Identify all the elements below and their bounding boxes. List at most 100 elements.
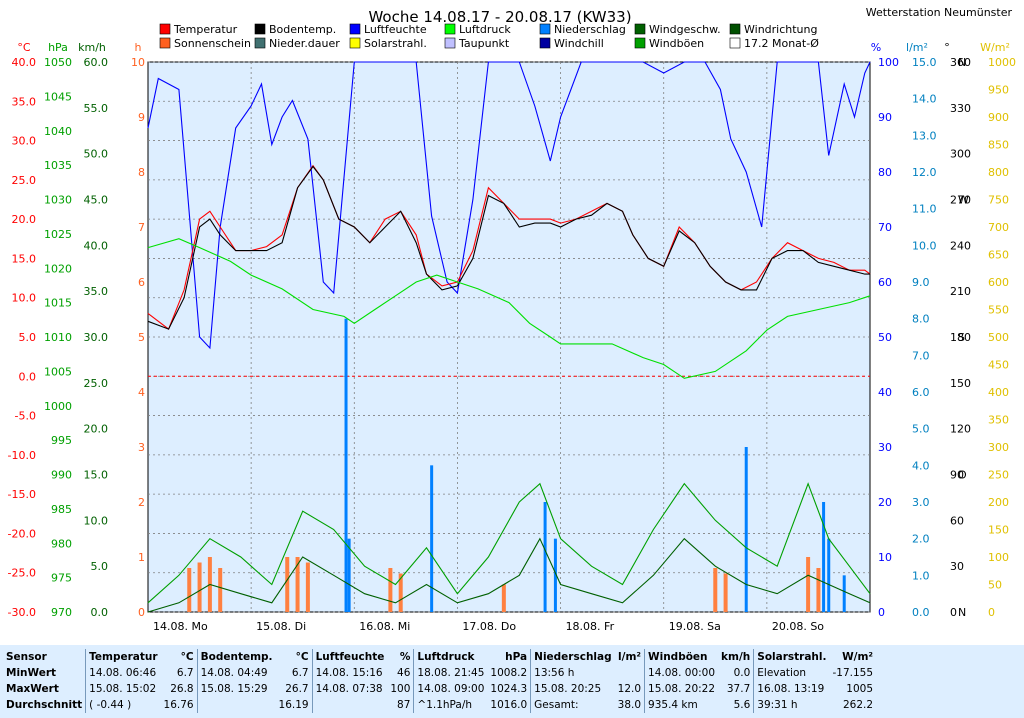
axis-tick-rain: 14.0 [912,93,937,106]
stats-cell-time: 15.08. 15:29 [196,681,276,697]
legend-swatch [254,37,266,49]
axis-tick-wind: 45.0 [84,194,109,207]
axis-tick-hum: 10 [878,551,892,564]
sunshine-bar [285,557,290,612]
axis-tick-hours: 9 [138,111,145,124]
axis-tick-wind: 40.0 [84,239,109,252]
axis-tick-solar: 800 [988,166,1009,179]
axis-tick-dir: 90 [950,469,964,482]
x-axis-label: 18.08. Fr [566,620,615,633]
axis-tick-dir: 210 [950,285,971,298]
stats-row: MaxWert 15.08. 15:02 26.8 15.08. 15:29 26.7 1… [3,681,876,697]
axis-tick-press: 980 [51,537,72,550]
axis-tick-solar: 250 [988,469,1009,482]
stats-cell-value: 38.0 [617,699,642,711]
series-line-windgeschw [147,537,871,613]
axis-tick-wind: 55.0 [84,102,109,115]
legend-label: Luftdruck [459,23,511,36]
stats-header: Niederschlag [530,649,615,665]
stats-cell-time: 14.08. 07:38 [311,681,388,697]
axis-tick-temp: 20.0 [12,213,37,226]
stats-unit: % [399,651,411,663]
axis-tick-wind: 5.0 [91,560,109,573]
legend-swatch [444,37,456,49]
axis-tick-rain: 0.0 [912,606,930,619]
axis-tick-rain: 1.0 [912,569,930,582]
bars [187,318,846,612]
axis-tick-hum: 0 [878,606,885,619]
axis-tick-rain: 15.0 [912,56,937,69]
stats-header: Temperatur [85,649,161,665]
axis-tick-hum: 100 [878,56,899,69]
axis-tick-dir: 270 [950,194,971,207]
axis-unit: h [135,41,142,54]
legend-swatch [349,37,361,49]
axis-tick-solar: 50 [988,579,1002,592]
legend-swatch [159,37,171,49]
axis-tick-temp: -5.0 [15,410,36,423]
axis-tick-hum: 80 [878,166,892,179]
legend-swatch [634,23,646,35]
axis-tick-rain: 7.0 [912,349,930,362]
axis-tick-dir: 330 [950,102,971,115]
sunshine-bar [388,568,393,612]
axis-tick-hours: 4 [138,386,145,399]
stats-cell-time: 14.08. 06:46 [85,665,161,681]
x-axis-label: 15.08. Di [256,620,306,633]
stats-cell-time [311,697,388,713]
stats-cell-time: 15.08. 20:25 [530,681,615,697]
axis-tick-temp: 5.0 [19,331,37,344]
legend-label: Windrichtung [744,23,817,36]
axis-tick-hum: 40 [878,386,892,399]
sunshine-bar [305,562,310,612]
axis-tick-solar: 300 [988,441,1009,454]
legend-label: Nieder.dauer [269,37,340,50]
axis-tick-hours: 1 [138,551,145,564]
rain-bar [827,538,831,612]
axis-tick-dir: 0 [950,606,957,619]
axis-tick-temp: -20.0 [8,527,36,540]
axis-tick-hours: 8 [138,166,145,179]
axis-tick-dir: 30 [950,560,964,573]
axis-tick-solar: 150 [988,524,1009,537]
axis-tick-solar: 950 [988,84,1009,97]
axis-tick-solar: 0 [988,606,995,619]
stats-cell-time: Elevation [753,665,830,681]
axis-unit: °C [17,41,31,54]
axis-tick-dir: 60 [950,514,964,527]
axis-tick-hours: 3 [138,441,145,454]
axis-tick-rain: 6.0 [912,386,930,399]
series-lines [147,61,871,613]
axis-tick-press: 1000 [44,400,72,413]
stats-cell-time: 14.08. 09:00 [413,681,488,697]
axis-tick-solar: 750 [988,194,1009,207]
stats-header: Windböen [644,649,719,665]
axis-tick-press: 1005 [44,365,72,378]
sunshine-bar [816,568,821,612]
legend-swatch [254,23,266,35]
stats-cell-value: 87 [397,699,411,711]
x-axis-label: 19.08. Sa [669,620,721,633]
stats-cell-value: 26.7 [285,683,309,695]
legend-label: Windchill [554,37,604,50]
rain-bar [543,502,547,612]
axis-tick-hum: 60 [878,276,892,289]
legend-label: Taupunkt [458,37,510,50]
stats-cell-time: 14.08. 00:00 [644,665,719,681]
rain-bar [347,538,351,612]
axis-tick-wind: 20.0 [84,423,109,436]
stats-cell-time: 15.08. 20:22 [644,681,719,697]
axis-tick-temp: -15.0 [8,488,36,501]
stats-unit: l/m² [618,651,642,663]
axis-tick-press: 1010 [44,331,72,344]
stats-unit: hPa [505,651,528,663]
axis-tick-solar: 100 [988,551,1009,564]
legend-swatch [539,23,551,35]
rain-bar [553,538,557,612]
axis-tick-dir: 120 [950,423,971,436]
x-axis-label: 16.08. Mi [359,620,410,633]
axis-tick-press: 1050 [44,56,72,69]
legend-swatch [729,37,741,49]
stats-row-label: Durchschnitt [6,699,83,711]
